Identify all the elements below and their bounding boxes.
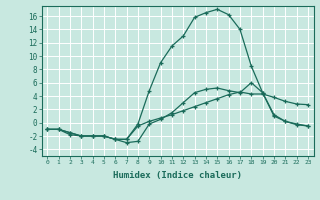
- X-axis label: Humidex (Indice chaleur): Humidex (Indice chaleur): [113, 171, 242, 180]
